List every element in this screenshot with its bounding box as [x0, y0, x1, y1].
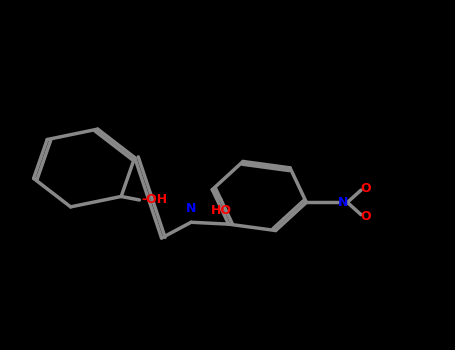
- Text: N: N: [186, 202, 196, 215]
- Text: O: O: [360, 210, 371, 223]
- Text: -OH: -OH: [142, 194, 168, 206]
- Text: N: N: [338, 196, 348, 209]
- Text: HO: HO: [211, 204, 232, 217]
- Text: O: O: [360, 182, 371, 195]
